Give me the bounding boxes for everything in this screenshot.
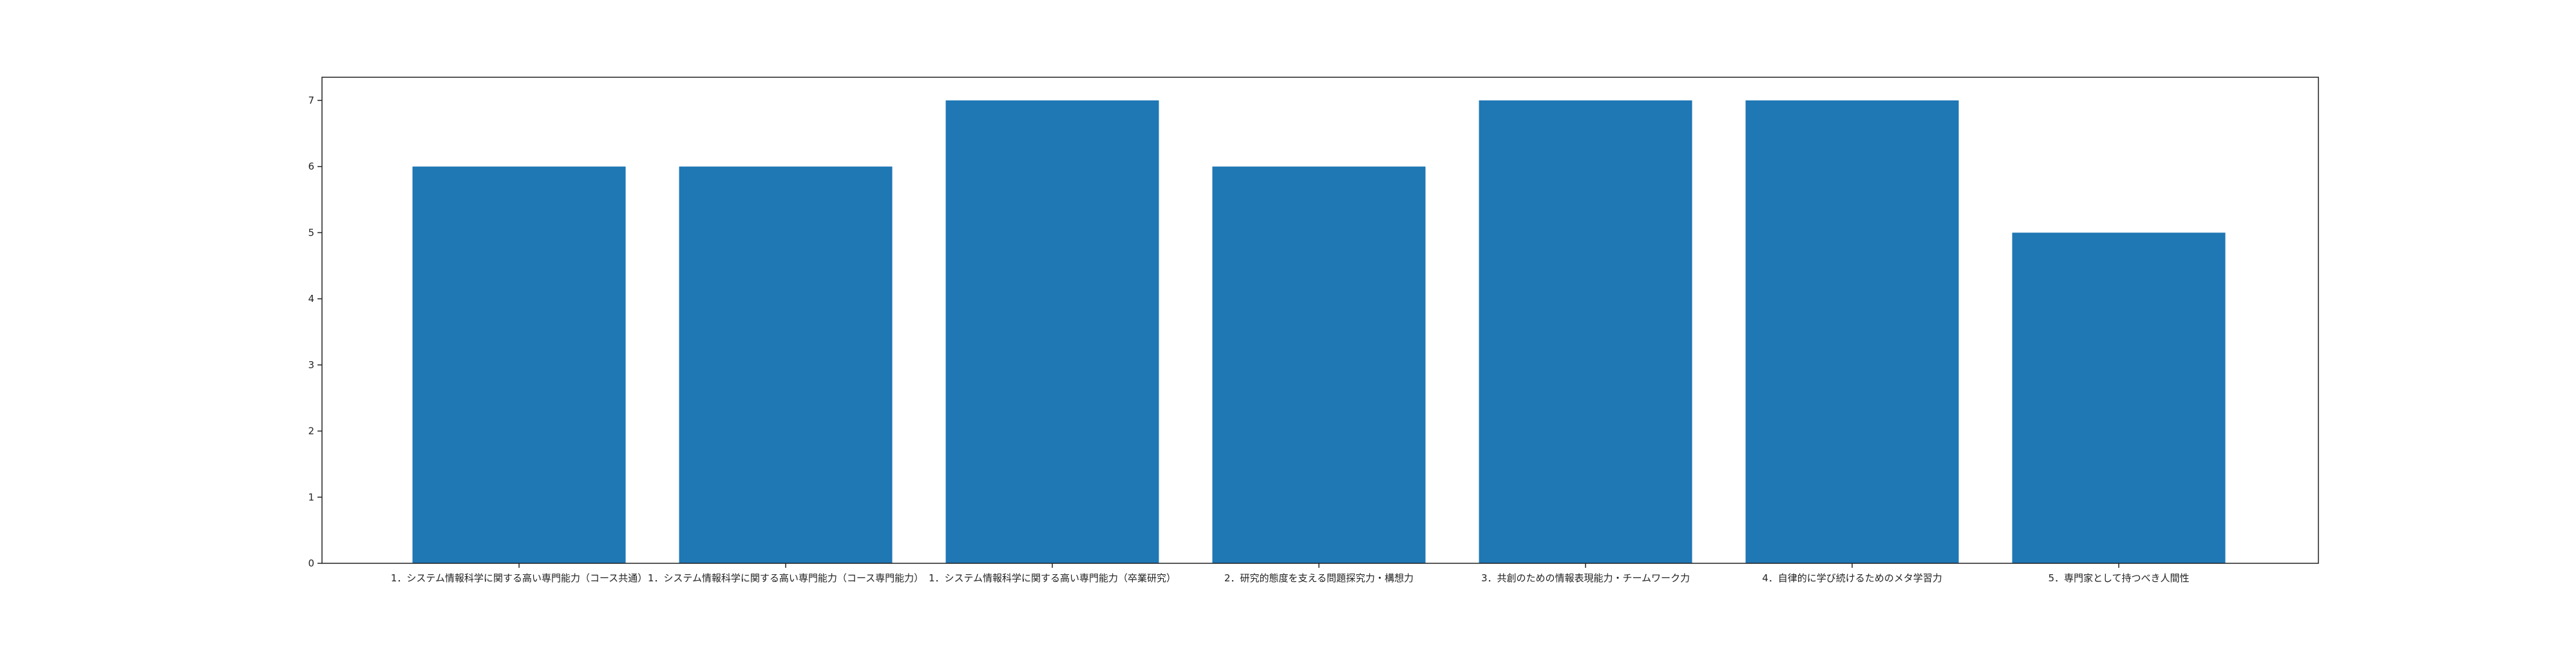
x-tick-label: 5．専門家として持つべき人間性	[2048, 572, 2189, 584]
y-axis-ticks: 0 1 2 3 4 5 6 7	[308, 95, 322, 569]
x-tick-label: 1．システム情報科学に関する高い専門能力（卒業研究）	[929, 572, 1176, 584]
x-tick-label: 4．自律的に学び続けるためのメタ学習力	[1762, 572, 1942, 584]
y-tick-label: 0	[308, 558, 314, 569]
bar-7	[2012, 232, 2226, 564]
plot-frame	[321, 77, 2319, 564]
bar-5	[1479, 100, 1692, 563]
axes-layer	[321, 77, 2319, 564]
x-tick-label: 1．システム情報科学に関する高い専門能力（コース専門能力）	[648, 572, 923, 584]
y-tick-label: 1	[308, 491, 314, 503]
bar-6	[1745, 100, 1959, 563]
y-tick-label: 4	[308, 293, 314, 305]
bars-layer	[412, 100, 2226, 564]
bar-4	[1212, 166, 1426, 563]
bar-2	[679, 166, 893, 563]
x-tick-label: 2．研究的態度を支える問題探究力・構想力	[1224, 572, 1414, 584]
bar-1	[412, 166, 626, 563]
x-tick-label: 3．共創のための情報表現能力・チームワーク力	[1481, 572, 1690, 584]
x-tick-label: 1．システム情報科学に関する高い専門能力（コース共通）	[391, 572, 647, 584]
y-tick-label: 2	[308, 426, 314, 437]
y-tick-label: 3	[308, 359, 314, 371]
bar-3	[945, 100, 1159, 563]
y-tick-label: 5	[308, 227, 314, 238]
y-tick-label: 7	[308, 95, 314, 106]
y-tick-label: 6	[308, 161, 314, 173]
x-axis-ticks: 1．システム情報科学に関する高い専門能力（コース共通） 1．システム情報科学に関す…	[391, 563, 2190, 584]
